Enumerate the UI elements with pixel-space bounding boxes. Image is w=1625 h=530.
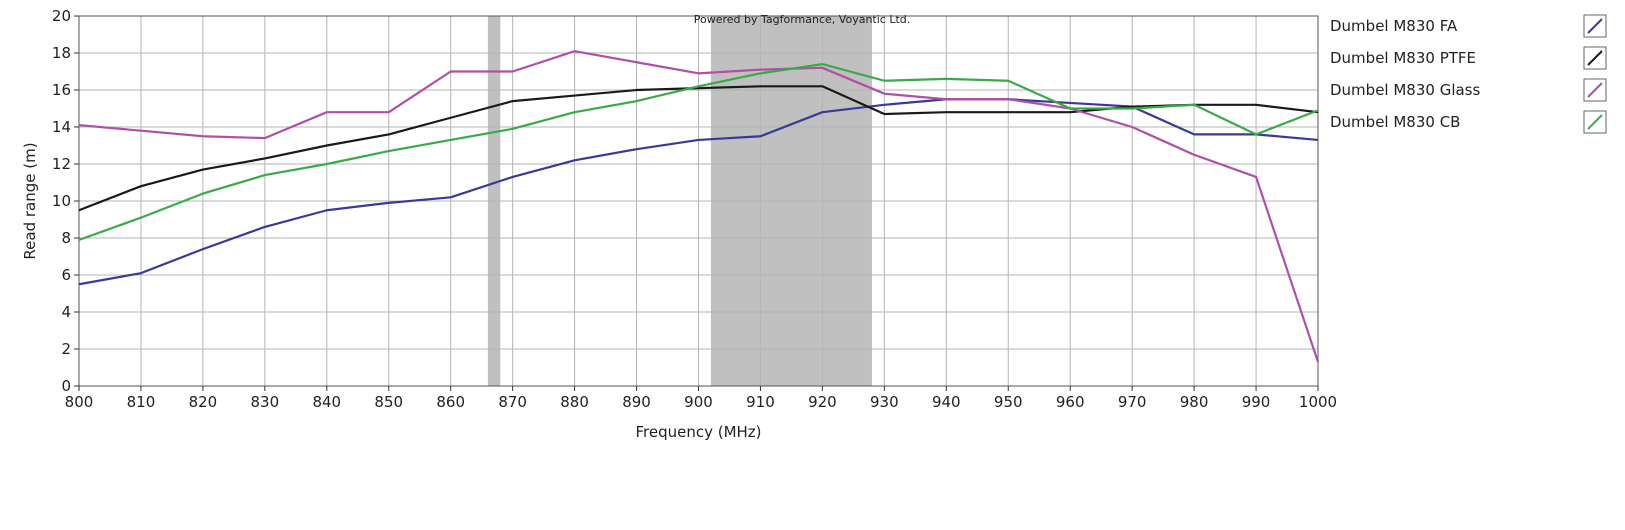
- x-tick-label: 990: [1242, 393, 1271, 411]
- y-tick-label: 14: [52, 118, 71, 136]
- x-axis: 800 810 820 830 840 850 860 870 880 890 900 910 920 9…: [65, 386, 1337, 411]
- legend-swatch-line-4: [1587, 114, 1603, 130]
- x-tick-label: 860: [436, 393, 465, 411]
- x-tick-label: 950: [994, 393, 1023, 411]
- x-tick-label: 980: [1180, 393, 1209, 411]
- y-tick-label: 0: [61, 377, 71, 395]
- legend-swatch-line-2: [1587, 50, 1603, 66]
- legend-label-1: Dumbel M830 FA: [1330, 17, 1458, 35]
- series-line-4: [78, 62, 1319, 241]
- x-tick-label: 970: [1118, 393, 1147, 411]
- y-tick-label: 20: [52, 7, 71, 25]
- x-tick-label: 920: [808, 393, 837, 411]
- series-line-1: [78, 98, 1319, 286]
- x-tick-label: 960: [1056, 393, 1085, 411]
- y-tick-label: 12: [52, 155, 71, 173]
- legend: Dumbel M830 FA Dumbel M830 PTFE Dumbel M83…: [1330, 14, 1607, 134]
- y-tick-label: 8: [61, 229, 71, 247]
- x-tick-label: 890: [622, 393, 651, 411]
- y-tick-label: 18: [52, 44, 71, 62]
- x-tick-label: 930: [870, 393, 899, 411]
- x-tick-label: 830: [251, 393, 280, 411]
- x-tick-label: 900: [684, 393, 713, 411]
- y-tick-label: 6: [61, 266, 71, 284]
- y-axis: 0 2 4 6 8 10 12 14 16 18 20: [52, 7, 79, 395]
- x-tick-label: 840: [312, 393, 341, 411]
- legend-label-2: Dumbel M830 PTFE: [1330, 49, 1476, 67]
- x-tick-label: 800: [65, 393, 94, 411]
- x-axis-label: Frequency (MHz): [635, 423, 761, 441]
- x-tick-label: 850: [374, 393, 403, 411]
- y-tick-label: 4: [61, 303, 71, 321]
- credit-text: Powered by Tagformance, Voyantic Ltd.: [694, 13, 911, 26]
- x-tick-label: 810: [127, 393, 156, 411]
- x-tick-label: 820: [189, 393, 218, 411]
- grid: [78, 15, 1319, 387]
- series-lines: [78, 50, 1320, 363]
- legend-label-3: Dumbel M830 Glass: [1330, 81, 1480, 99]
- legend-swatch-line-3: [1587, 82, 1603, 98]
- x-tick-label: 940: [932, 393, 961, 411]
- y-axis-label: Read range (m): [21, 142, 39, 259]
- legend-swatch-line-1: [1587, 18, 1603, 34]
- x-tick-label: 870: [498, 393, 527, 411]
- y-tick-label: 2: [61, 340, 71, 358]
- x-tick-label: 1000: [1299, 393, 1337, 411]
- y-tick-label: 10: [52, 192, 71, 210]
- x-tick-label: 880: [560, 393, 589, 411]
- y-tick-label: 16: [52, 81, 71, 99]
- series-line-3: [78, 50, 1320, 363]
- x-tick-label: 910: [746, 393, 775, 411]
- legend-label-4: Dumbel M830 CB: [1330, 113, 1460, 131]
